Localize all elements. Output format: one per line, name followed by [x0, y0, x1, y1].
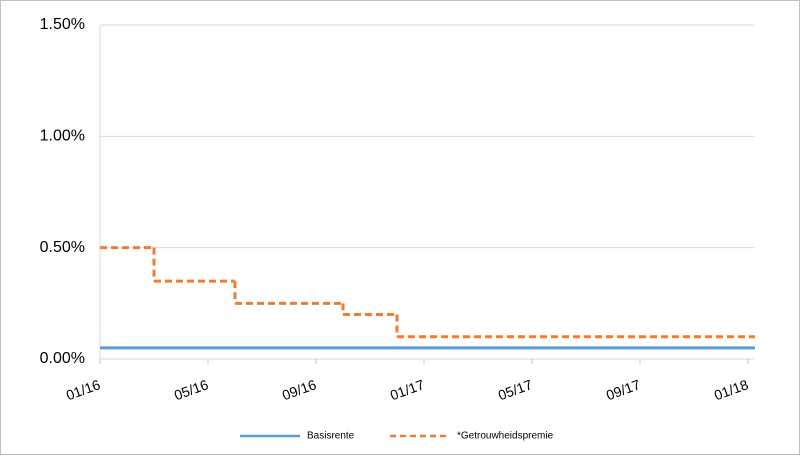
y-tick-label: 1.50%	[40, 16, 85, 33]
legend-label: Basisrente	[307, 431, 355, 442]
y-tick-label: 1.00%	[40, 128, 85, 145]
y-tick-label: 0.00%	[40, 350, 85, 367]
y-tick-label: 0.50%	[40, 239, 85, 256]
legend-label: *Getrouwheidspremie	[457, 431, 554, 442]
